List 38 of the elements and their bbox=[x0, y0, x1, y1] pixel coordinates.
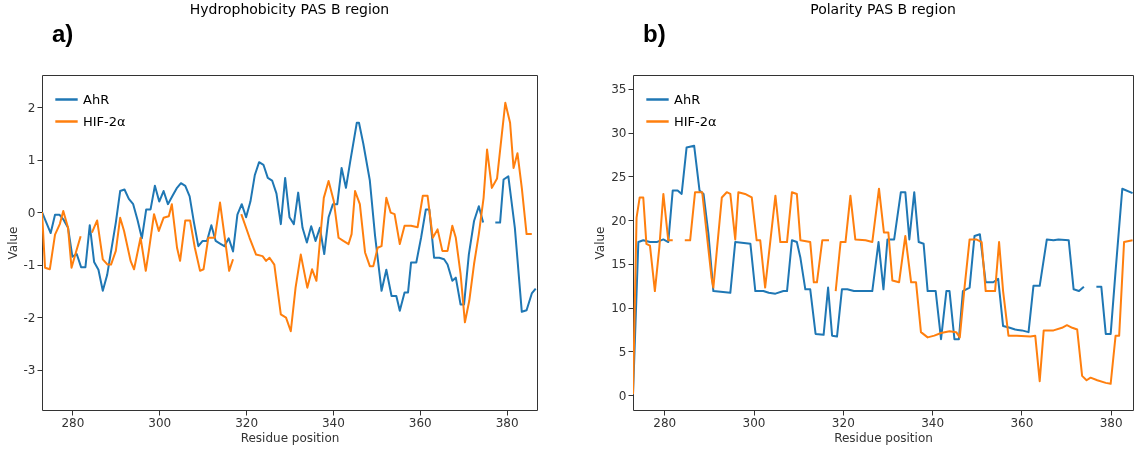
y-tick-label: -1 bbox=[23, 258, 36, 273]
y-tick-label: 30 bbox=[611, 126, 627, 141]
y-tick-label: 20 bbox=[611, 213, 627, 228]
x-tick-label: 320 bbox=[235, 415, 259, 430]
text: b) bbox=[643, 20, 666, 47]
x-tick-label: 380 bbox=[495, 415, 519, 430]
y-tick-label: -3 bbox=[23, 363, 36, 378]
legend-label: HIF-2α bbox=[674, 113, 717, 129]
x-tick-label: 300 bbox=[742, 415, 766, 430]
y-tick-label: 1 bbox=[27, 153, 36, 168]
y-tick-label: 5 bbox=[618, 344, 627, 359]
y-tick-label: 0 bbox=[27, 205, 36, 220]
y-tick-label: -2 bbox=[23, 310, 36, 325]
x-tick-label: 360 bbox=[1010, 415, 1034, 430]
text: a) bbox=[52, 20, 74, 47]
x-tick-label: 300 bbox=[148, 415, 172, 430]
x-tick-label: 340 bbox=[921, 415, 945, 430]
y-tick-label: 2 bbox=[27, 100, 36, 115]
legend-label: AhR bbox=[674, 91, 701, 107]
legend-label: HIF-2α bbox=[83, 113, 126, 129]
x-tick-label: 380 bbox=[1099, 415, 1123, 430]
x-axis-title: Residue position bbox=[240, 430, 340, 445]
x-tick-label: 320 bbox=[831, 415, 855, 430]
y-axis-title: Value bbox=[593, 226, 608, 260]
legend-label: AhR bbox=[83, 91, 110, 107]
y-tick-label: 0 bbox=[618, 388, 627, 403]
y-tick-label: 10 bbox=[611, 301, 627, 316]
x-axis-title: Residue position bbox=[834, 430, 933, 445]
x-tick-label: 280 bbox=[61, 415, 85, 430]
y-tick-label: 15 bbox=[611, 257, 627, 272]
y-axis-title: Value bbox=[5, 226, 20, 260]
y-tick-label: 25 bbox=[611, 169, 627, 184]
x-tick-label: 360 bbox=[408, 415, 432, 430]
y-tick-label: 35 bbox=[611, 82, 627, 97]
x-tick-label: 280 bbox=[653, 415, 677, 430]
x-tick-label: 340 bbox=[321, 415, 345, 430]
chart-title: Hydrophobicity PAS B region bbox=[189, 1, 390, 17]
chart-title: Polarity PAS B region bbox=[810, 1, 956, 17]
